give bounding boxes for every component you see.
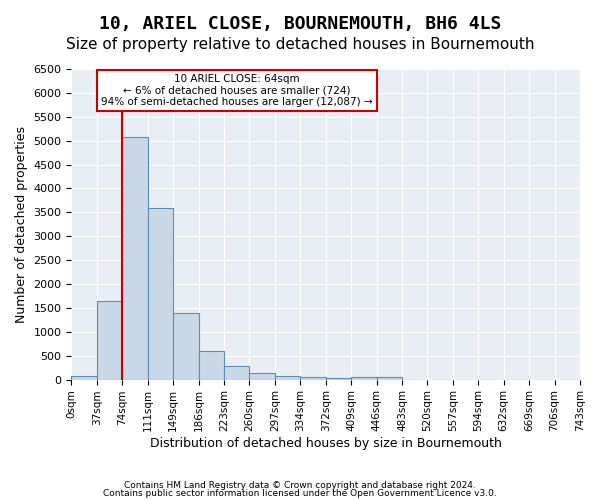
Bar: [122, 137, 148, 380]
Text: 10, ARIEL CLOSE, BOURNEMOUTH, BH6 4LS: 10, ARIEL CLOSE, BOURNEMOUTH, BH6 4LS: [99, 15, 501, 33]
Bar: [275, 376, 300, 380]
Bar: [97, 301, 122, 380]
Text: Size of property relative to detached houses in Bournemouth: Size of property relative to detached ho…: [66, 38, 534, 52]
Bar: [351, 377, 377, 380]
Bar: [250, 373, 275, 380]
X-axis label: Distribution of detached houses by size in Bournemouth: Distribution of detached houses by size …: [150, 437, 502, 450]
Bar: [71, 376, 97, 380]
Bar: [224, 366, 250, 380]
Text: 10 ARIEL CLOSE: 64sqm
← 6% of detached houses are smaller (724)
94% of semi-deta: 10 ARIEL CLOSE: 64sqm ← 6% of detached h…: [101, 74, 373, 107]
Bar: [199, 351, 224, 380]
Text: Contains public sector information licensed under the Open Government Licence v3: Contains public sector information licen…: [103, 488, 497, 498]
Bar: [173, 312, 199, 380]
Bar: [326, 378, 351, 380]
Bar: [148, 208, 173, 380]
Y-axis label: Number of detached properties: Number of detached properties: [15, 126, 28, 323]
Text: Contains HM Land Registry data © Crown copyright and database right 2024.: Contains HM Land Registry data © Crown c…: [124, 481, 476, 490]
Bar: [300, 377, 326, 380]
Bar: [377, 377, 402, 380]
